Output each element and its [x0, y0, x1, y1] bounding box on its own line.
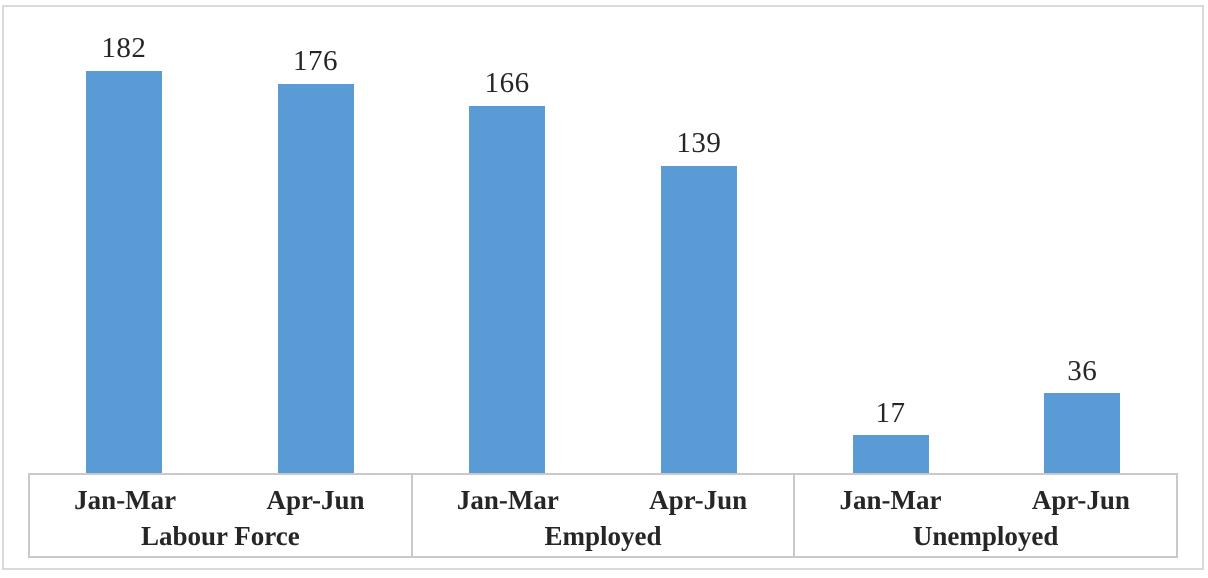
axis-group: Jan-Mar Apr-Jun Unemployed [793, 475, 1176, 556]
axis-sub-label: Apr-Jun [1031, 485, 1130, 515]
axis-sub-row: Jan-Mar Apr-Jun [413, 475, 794, 520]
axis-sub-row: Jan-Mar Apr-Jun [795, 475, 1176, 520]
bar-slot: 139 [603, 31, 795, 473]
bar-value-label: 182 [101, 31, 147, 64]
axis-group-label: Labour Force [140, 520, 300, 551]
axis-sub-label: Apr-Jun [649, 485, 748, 515]
bar-value-label: 166 [484, 67, 530, 100]
bar-slot: 176 [220, 31, 412, 473]
axis-sub-label: Jan-Mar [74, 485, 177, 515]
bar-slot: 36 [986, 31, 1178, 473]
axis-sub-row: Jan-Mar Apr-Jun [30, 475, 411, 520]
bar [85, 70, 162, 473]
bar-slot: 17 [795, 31, 987, 473]
category-axis: Jan-Mar Apr-Jun Labour Force Jan-Mar Apr-Jun… [28, 473, 1178, 558]
bar [1044, 393, 1121, 473]
bar [277, 84, 354, 473]
bar-value-label: 36 [1067, 354, 1098, 387]
plot-area: 182 176 166 139 17 36 [28, 31, 1178, 473]
bar-value-label: 139 [676, 126, 722, 159]
axis-sub-label: Jan-Mar [839, 485, 942, 515]
axis-group: Jan-Mar Apr-Jun Labour Force [30, 475, 411, 556]
bar-slot: 166 [411, 31, 603, 473]
axis-sub-label: Jan-Mar [456, 485, 559, 515]
bar [660, 165, 737, 473]
bar [469, 106, 546, 473]
axis-sub-label: Apr-Jun [266, 485, 365, 515]
bar-value-label: 176 [293, 45, 338, 78]
axis-group-label: Employed [544, 520, 662, 551]
chart-border [2, 5, 1204, 570]
axis-group: Jan-Mar Apr-Jun Employed [410, 475, 794, 556]
bar-slot: 182 [28, 31, 220, 473]
bar-value-label: 17 [875, 396, 906, 429]
axis-group-label: Unemployed [912, 520, 1059, 551]
bar [852, 435, 929, 473]
